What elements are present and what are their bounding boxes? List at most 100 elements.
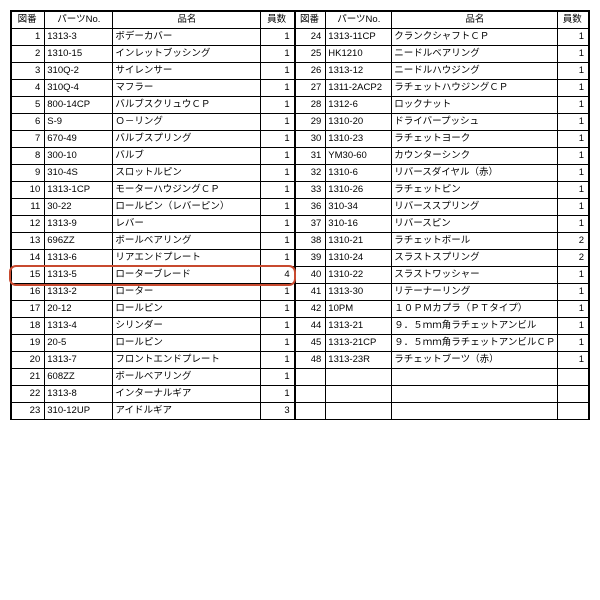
table-row: 36310-34リバーススプリング1	[295, 199, 589, 216]
cell-part: 1313-23R	[326, 352, 392, 369]
cell-name	[392, 369, 558, 386]
cell-idx: 33	[295, 182, 326, 199]
cell-name: シリンダー	[113, 318, 261, 335]
cell-qty: 1	[261, 29, 294, 46]
cell-part: 1310-6	[326, 165, 392, 182]
table-row: 7670-49バルブスプリング1	[11, 131, 294, 148]
table-row: 201313-7フロントエンドプレート1	[11, 352, 294, 369]
cell-part: 1310-24	[326, 250, 392, 267]
table-row: 121313-9レバー1	[11, 216, 294, 233]
cell-name: ラチェットヨーク	[392, 131, 558, 148]
cell-idx	[295, 369, 326, 386]
cell-qty: 1	[261, 250, 294, 267]
cell-qty: 1	[261, 148, 294, 165]
cell-qty: 1	[558, 216, 589, 233]
header-qty: 員数	[558, 11, 589, 29]
cell-qty: 1	[558, 29, 589, 46]
cell-name: ニードルベアリング	[392, 46, 558, 63]
cell-idx: 26	[295, 63, 326, 80]
table-row: 441313-21９．５ｍｍ角ラチェットアンビル1	[295, 318, 589, 335]
cell-name: ボールベアリング	[113, 369, 261, 386]
cell-idx: 15	[11, 267, 45, 284]
table-row: 9310-4Sスロットルピン1	[11, 165, 294, 182]
cell-qty: 3	[261, 403, 294, 420]
cell-qty: 1	[558, 97, 589, 114]
cell-idx: 22	[11, 386, 45, 403]
table-row: 411313-30リテーナーリング1	[295, 284, 589, 301]
cell-qty: 1	[558, 46, 589, 63]
table-row: 141313-6リアエンドプレート1	[11, 250, 294, 267]
cell-part: 1313-9	[45, 216, 113, 233]
cell-idx: 28	[295, 97, 326, 114]
cell-part: 1313-21	[326, 318, 392, 335]
cell-idx: 2	[11, 46, 45, 63]
table-row: 13696ZZボールベアリング1	[11, 233, 294, 250]
cell-name: スラストワッシャー	[392, 267, 558, 284]
cell-part: 20-12	[45, 301, 113, 318]
cell-idx: 41	[295, 284, 326, 301]
cell-part: 30-22	[45, 199, 113, 216]
cell-idx: 13	[11, 233, 45, 250]
table-row: 241313-11CPクランクシャフトＣＰ1	[295, 29, 589, 46]
table-row: 391310-24スラストスプリング2	[295, 250, 589, 267]
cell-name: バルブスプリング	[113, 131, 261, 148]
cell-name: インターナルギア	[113, 386, 261, 403]
cell-name: リバーススプリング	[392, 199, 558, 216]
cell-part: 310-34	[326, 199, 392, 216]
cell-qty: 1	[558, 131, 589, 148]
header-row: 図番 パーツNo. 品名 員数	[11, 11, 294, 29]
cell-qty: 1	[558, 301, 589, 318]
cell-part: 800-14CP	[45, 97, 113, 114]
cell-idx: 19	[11, 335, 45, 352]
table-row: 23310-12UPアイドルギア3	[11, 403, 294, 420]
cell-name: ドライバープッシュ	[392, 114, 558, 131]
cell-part: 1311-2ACP2	[326, 80, 392, 97]
cell-part: 1313-5	[45, 267, 113, 284]
cell-name: スロットルピン	[113, 165, 261, 182]
cell-name: ９．５ｍｍ角ラチェットアンビルＣＰ	[392, 335, 558, 352]
cell-idx: 21	[11, 369, 45, 386]
table-row: 261313-12ニードルハウジング1	[295, 63, 589, 80]
cell-idx: 14	[11, 250, 45, 267]
table-row: 381310-21ラチェットボール2	[295, 233, 589, 250]
cell-idx: 18	[11, 318, 45, 335]
cell-idx: 39	[295, 250, 326, 267]
cell-idx: 9	[11, 165, 45, 182]
cell-part: 1313-6	[45, 250, 113, 267]
cell-part: 1313-4	[45, 318, 113, 335]
table-row: 37310-16リバースピン1	[295, 216, 589, 233]
table-row: 181313-4シリンダー1	[11, 318, 294, 335]
cell-qty: 2	[558, 233, 589, 250]
header-idx: 図番	[11, 11, 45, 29]
cell-qty	[558, 386, 589, 403]
cell-name: ボデーカバー	[113, 29, 261, 46]
parts-table-right: 図番 パーツNo. 品名 員数 241313-11CPクランクシャフトＣＰ125…	[295, 10, 590, 420]
cell-qty: 1	[558, 335, 589, 352]
cell-idx: 31	[295, 148, 326, 165]
cell-qty: 1	[261, 335, 294, 352]
cell-part: 1313-12	[326, 63, 392, 80]
cell-name: フロントエンドプレート	[113, 352, 261, 369]
cell-qty: 1	[261, 114, 294, 131]
cell-name	[392, 403, 558, 420]
cell-name: リテーナーリング	[392, 284, 558, 301]
cell-idx: 3	[11, 63, 45, 80]
cell-part: 1313-2	[45, 284, 113, 301]
cell-name: １０ＰＭカプラ（ＰＴタイプ）	[392, 301, 558, 318]
table-row: 21310-15インレットブッシング1	[11, 46, 294, 63]
cell-idx	[295, 386, 326, 403]
cell-qty: 1	[261, 284, 294, 301]
cell-name: モーターハウジングＣＰ	[113, 182, 261, 199]
cell-idx: 1	[11, 29, 45, 46]
table-row	[295, 403, 589, 420]
cell-name: ローター	[113, 284, 261, 301]
cell-part: 1310-21	[326, 233, 392, 250]
cell-qty	[558, 403, 589, 420]
cell-part: 1313-1CP	[45, 182, 113, 199]
header-name: 品名	[392, 11, 558, 29]
header-name: 品名	[113, 11, 261, 29]
cell-qty: 1	[261, 46, 294, 63]
cell-qty: 1	[261, 216, 294, 233]
cell-qty: 1	[558, 182, 589, 199]
table-row: 451313-21CP９．５ｍｍ角ラチェットアンビルＣＰ1	[295, 335, 589, 352]
